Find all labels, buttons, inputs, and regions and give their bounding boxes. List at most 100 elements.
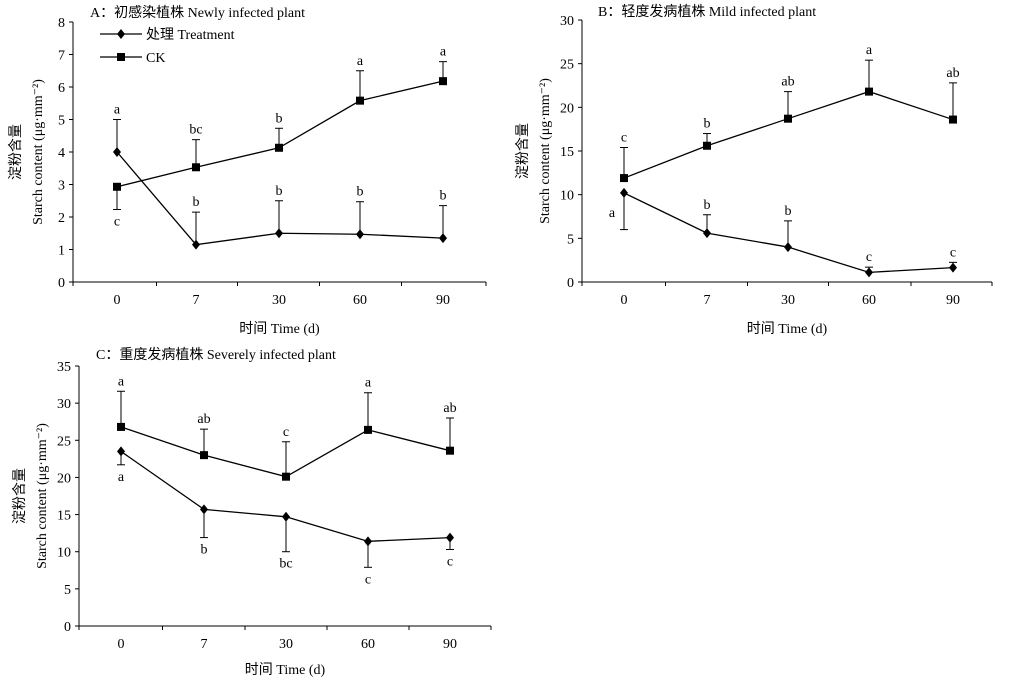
significance-label: c: [114, 215, 120, 230]
data-point-square: [446, 446, 454, 455]
data-point-square: [117, 422, 125, 431]
data-point-square: [949, 115, 957, 124]
y-tick-label: 7: [58, 49, 65, 64]
y-axis-title-en: Starch content (μg·mm⁻²): [35, 423, 50, 569]
data-point-diamond: [113, 147, 121, 157]
data-point-diamond: [446, 532, 454, 543]
y-tick-label: 5: [567, 232, 574, 247]
y-tick-label: 20: [560, 101, 574, 116]
y-tick-label: 25: [560, 58, 574, 73]
data-point-diamond: [439, 233, 447, 244]
y-tick-label: 20: [57, 471, 71, 486]
legend-square-marker: [117, 53, 125, 61]
panel-0: A：初感染植株 Newly infected plant 0 1 2 3 4 5 6 7 8 0 7 3…: [8, 4, 487, 337]
x-tick-label: 90: [946, 293, 960, 308]
significance-label: ab: [781, 75, 794, 90]
x-tick-label: 90: [436, 293, 450, 308]
y-tick-label: 35: [57, 360, 71, 375]
x-axis-title: 时间 Time (d): [747, 321, 828, 337]
series-line: [116, 80, 444, 188]
y-tick-label: 0: [64, 620, 71, 635]
y-axis-title-cn: 淀粉含量: [8, 124, 24, 180]
data-point-square: [703, 141, 711, 150]
y-tick-label: 30: [57, 397, 71, 412]
significance-label: a: [114, 103, 121, 118]
data-point-square: [200, 451, 208, 460]
data-point-diamond: [356, 229, 364, 240]
y-axis-title-en: Starch content (μg·mm⁻²): [31, 79, 46, 225]
y-tick-label: 25: [57, 434, 71, 449]
significance-label: a: [118, 470, 125, 485]
data-point-diamond: [784, 242, 792, 253]
data-point-diamond: [703, 228, 711, 239]
data-point-diamond: [865, 267, 873, 278]
data-point-square: [364, 425, 372, 434]
legend: 处理 Treatment CK: [100, 27, 235, 66]
y-axis-title-cn: 淀粉含量: [515, 123, 531, 179]
x-tick-label: 90: [443, 637, 457, 652]
data-point-square: [865, 87, 873, 96]
y-tick-label: 10: [560, 189, 574, 204]
series-treatment: a b b b b: [113, 103, 447, 250]
data-point-diamond: [200, 504, 208, 515]
data-point-diamond: [192, 239, 200, 250]
data-point-square: [282, 472, 290, 481]
panel-title: C：重度发病植株 Severely infected plant: [96, 347, 336, 363]
significance-label: b: [276, 111, 283, 126]
significance-label: a: [357, 54, 364, 69]
x-tick-label: 0: [114, 293, 121, 308]
panel-2: C：重度发病植株 Severely infected plant 0 5 10 15 20…: [12, 347, 492, 678]
x-tick-label: 30: [781, 293, 795, 308]
y-tick-label: 4: [58, 146, 65, 161]
y-tick-label: 30: [560, 14, 574, 29]
y-tick-label: 1: [58, 244, 65, 259]
y-tick-label: 0: [567, 276, 574, 291]
legend-label: CK: [146, 51, 165, 66]
y-tick-label: 8: [58, 16, 65, 31]
significance-label: b: [704, 198, 711, 213]
x-tick-label: 60: [862, 293, 876, 308]
panel-title: A：初感染植株 Newly infected plant: [90, 4, 305, 21]
significance-label: c: [621, 131, 627, 146]
significance-label: b: [785, 204, 792, 219]
y-axis-title-cn: 淀粉含量: [12, 468, 28, 524]
significance-label: a: [365, 376, 372, 391]
data-point-square: [784, 114, 792, 123]
significance-label: ab: [443, 401, 456, 416]
x-tick-label: 60: [353, 293, 367, 308]
series-ck: c b ab a ab: [620, 43, 960, 183]
series-treatment: a b bc c c: [117, 446, 454, 587]
y-tick-label: 2: [58, 211, 65, 226]
significance-label: a: [609, 206, 616, 221]
x-axis-title: 时间 Time (d): [239, 321, 320, 337]
significance-label: a: [440, 45, 447, 60]
significance-label: b: [357, 185, 364, 200]
data-point-diamond: [282, 511, 290, 522]
x-tick-label: 30: [272, 293, 286, 308]
x-axis-title: 时间 Time (d): [245, 662, 326, 678]
data-point-square: [275, 143, 283, 152]
data-point-square: [192, 163, 200, 172]
significance-label: c: [365, 572, 371, 587]
y-axis-title-en: Starch content (μg·mm⁻²): [538, 78, 553, 224]
y-tick-label: 6: [58, 81, 65, 96]
series-treatment: a b b c c: [609, 187, 957, 278]
significance-label: c: [283, 425, 289, 440]
data-point-diamond: [364, 536, 372, 547]
y-tick-label: 3: [58, 179, 65, 194]
legend-label: 处理 Treatment: [146, 27, 235, 43]
y-tick-label: 10: [57, 546, 71, 561]
data-point-square: [113, 182, 121, 191]
significance-label: ab: [197, 412, 210, 427]
panel-1: B：轻度发病植株 Mild infected plant 0 5 10 15 20 25 30…: [515, 4, 993, 337]
y-tick-label: 5: [58, 114, 65, 129]
data-point-square: [620, 174, 628, 183]
legend-diamond-marker: [117, 29, 125, 39]
series-ck: a ab c a ab: [117, 374, 457, 481]
y-tick-label: 5: [64, 583, 71, 598]
series-ck: c bc b a a: [113, 45, 447, 230]
significance-label: b: [440, 189, 447, 204]
y-tick-label: 15: [560, 145, 574, 160]
significance-label: c: [866, 250, 872, 265]
